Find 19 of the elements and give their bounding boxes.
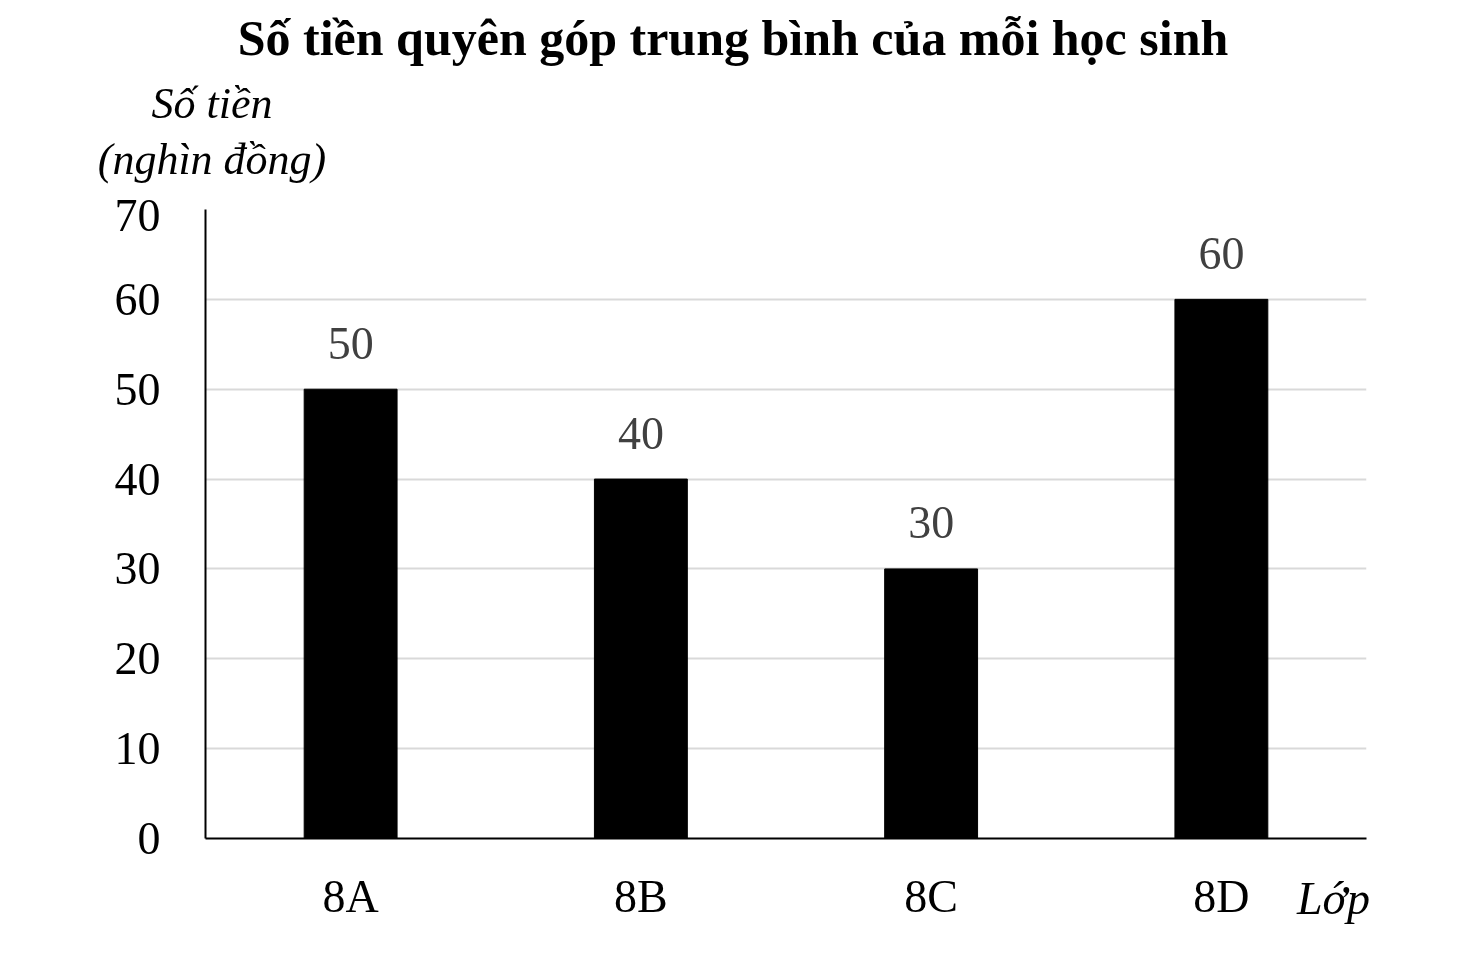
y-tick-label: 70 <box>114 189 161 241</box>
y-tick-label: 40 <box>114 453 161 505</box>
y-tick-label: 10 <box>114 723 161 775</box>
data-label: 50 <box>327 317 374 369</box>
y-tick-label: 30 <box>114 543 161 595</box>
y-tick-label: 0 <box>137 813 161 864</box>
y-tick-label: 20 <box>114 633 161 685</box>
y-axis-title: Số tiền (nghìn đồng) <box>96 78 328 186</box>
x-tick-label: 8C <box>904 870 958 922</box>
data-label: 60 <box>1198 227 1245 279</box>
x-tick-label: 8B <box>614 870 668 922</box>
data-label: 40 <box>617 407 664 459</box>
data-label: 30 <box>908 497 955 549</box>
y-tick-label: 60 <box>114 273 161 325</box>
x-tick-label: 8D <box>1193 870 1250 922</box>
x-tick-label: 8A <box>322 870 379 922</box>
x-axis-title: Lớp <box>1295 872 1371 924</box>
y-tick-label: 50 <box>114 363 161 415</box>
chart-title: Số tiền quyên góp trung bình của mỗi học sinh <box>236 10 1230 66</box>
